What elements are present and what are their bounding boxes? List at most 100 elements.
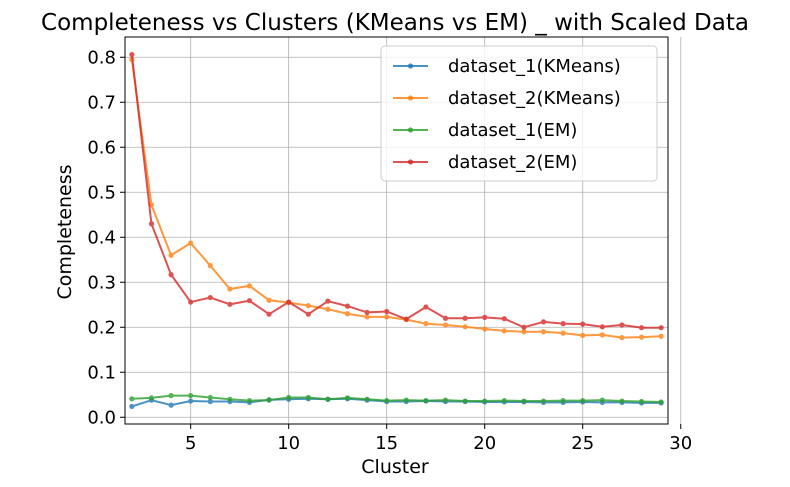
x-axis-label: Cluster <box>361 456 429 478</box>
data-point <box>442 322 449 328</box>
data-point <box>521 398 527 404</box>
data-point <box>168 272 174 278</box>
data-point <box>266 297 272 303</box>
data-point <box>638 325 645 331</box>
data-point <box>462 315 468 321</box>
data-point <box>580 398 586 404</box>
series-layer <box>129 51 664 410</box>
legend-item: dataset_2(EM) <box>393 152 577 173</box>
y-tick-label: 0.3 <box>87 272 116 293</box>
legend-box <box>380 45 658 182</box>
data-point <box>207 398 213 405</box>
data-point <box>148 395 155 401</box>
legend-label: dataset_2(EM) <box>448 152 577 173</box>
data-point <box>403 316 409 322</box>
series-line <box>130 54 662 329</box>
legend-item: dataset_2(KMeans) <box>393 88 621 109</box>
legend: dataset_1(KMeans) dataset_2(KMeans)datase… <box>380 45 658 182</box>
series-line <box>130 59 662 339</box>
data-point <box>482 398 488 404</box>
series-line <box>131 394 662 403</box>
data-point <box>305 303 311 309</box>
x-tick-label: 15 <box>375 433 398 454</box>
data-point <box>246 283 253 289</box>
data-point <box>266 311 272 317</box>
x-tick-label: 5 <box>185 433 196 454</box>
series-line <box>131 397 662 408</box>
legend-marker <box>407 63 414 69</box>
legend-marker <box>407 159 414 165</box>
data-point <box>580 321 586 327</box>
data-point <box>207 394 213 401</box>
ticks: 5 10 15 20 25 30 0.0 0.1 0.2 0.3 0.4 0.5 0.6 0.7 0.8 <box>87 47 692 454</box>
data-point <box>638 334 645 340</box>
data-point <box>384 314 390 320</box>
data-point <box>540 319 547 325</box>
series-3 <box>129 393 664 405</box>
data-point <box>462 324 468 330</box>
data-point <box>384 398 390 404</box>
data-point <box>188 393 194 399</box>
data-point <box>658 325 664 331</box>
data-point <box>560 398 566 404</box>
data-point <box>168 393 174 399</box>
data-point <box>619 335 625 341</box>
data-point <box>501 398 507 404</box>
data-point <box>266 397 272 403</box>
data-point <box>442 315 449 321</box>
data-point <box>403 397 409 403</box>
data-point <box>227 396 233 402</box>
legend-item: dataset_1(EM) <box>393 120 577 141</box>
y-tick-label: 0.5 <box>87 182 116 203</box>
data-point <box>364 309 370 315</box>
data-point <box>286 394 292 401</box>
x-tick-label: 25 <box>571 433 594 454</box>
legend-label: dataset_1(KMeans) <box>448 56 621 77</box>
data-point <box>384 308 390 315</box>
data-point <box>188 299 194 305</box>
data-point <box>560 321 566 327</box>
data-point <box>658 399 664 405</box>
data-point <box>325 396 331 402</box>
data-point <box>325 306 331 312</box>
plot-frame <box>124 36 669 425</box>
data-point <box>521 329 527 335</box>
data-point <box>227 301 233 307</box>
data-point <box>344 395 351 401</box>
y-tick-label: 0.8 <box>87 47 116 68</box>
data-point <box>619 322 625 328</box>
data-point <box>364 314 370 320</box>
data-point <box>423 304 429 310</box>
y-axis-label: Completeness <box>54 164 76 299</box>
data-point <box>129 396 135 402</box>
data-point <box>364 396 370 402</box>
data-point <box>305 394 311 401</box>
data-point <box>501 316 507 322</box>
x-tick-label: 20 <box>473 433 496 454</box>
data-point <box>423 398 429 404</box>
data-point <box>246 398 253 404</box>
legend-label: dataset_1(EM) <box>448 120 577 141</box>
data-point <box>188 240 194 246</box>
data-point <box>540 329 547 335</box>
y-tick-label: 0.6 <box>87 137 116 158</box>
data-point <box>580 332 586 338</box>
data-point <box>638 398 645 405</box>
data-point <box>188 398 194 404</box>
data-point <box>207 294 213 301</box>
data-point <box>129 51 135 58</box>
y-tick-label: 0.1 <box>87 362 116 383</box>
y-tick-label: 0.7 <box>87 92 116 113</box>
data-point <box>540 398 547 404</box>
data-point <box>462 398 468 404</box>
data-point <box>599 397 605 403</box>
data-point <box>168 252 174 258</box>
legend-marker <box>407 127 414 133</box>
data-point <box>344 303 351 309</box>
legend-marker <box>407 95 414 101</box>
data-point <box>129 403 135 410</box>
data-point <box>305 311 311 317</box>
data-point <box>227 286 233 292</box>
data-point <box>599 324 605 330</box>
